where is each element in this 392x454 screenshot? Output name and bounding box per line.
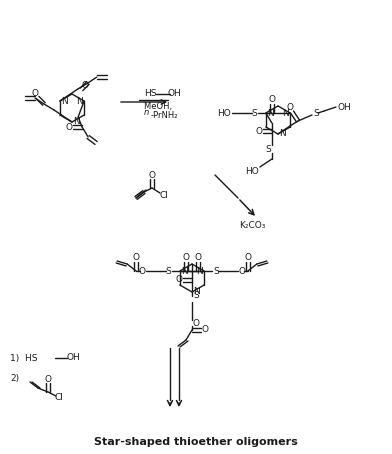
Text: N: N [62,97,68,105]
Text: HS: HS [144,89,156,99]
Text: O: O [192,319,200,327]
Text: O: O [139,266,145,276]
Text: N: N [76,97,82,105]
Text: MeOH,: MeOH, [144,103,175,112]
Text: S: S [165,266,171,276]
Text: S: S [313,109,319,118]
Text: O: O [238,266,245,276]
Text: O: O [81,81,88,90]
Text: O: O [65,123,73,132]
Text: O: O [183,253,190,262]
Text: N: N [74,118,80,127]
Text: O: O [255,127,262,135]
Text: 1)  HS: 1) HS [10,354,38,362]
Text: O: O [176,276,183,285]
Text: N: N [279,129,287,138]
Text: N: N [267,109,274,118]
Text: -PrNH₂: -PrNH₂ [151,110,178,119]
Text: N: N [181,266,188,276]
Text: S: S [251,109,257,118]
Text: O: O [287,104,294,113]
Text: Cl: Cl [54,394,64,403]
Text: HO: HO [245,167,259,176]
Text: S: S [265,145,271,154]
Text: O: O [269,95,276,104]
Text: O: O [149,171,156,179]
Text: N: N [196,266,203,276]
Text: O: O [201,326,209,335]
Text: HO: HO [217,109,231,118]
Text: S: S [193,291,199,301]
Text: 2): 2) [10,374,19,383]
Text: O: O [45,375,51,384]
Text: O: O [31,89,38,98]
Text: N: N [282,109,289,118]
Text: O: O [132,253,140,262]
Text: O: O [194,253,201,262]
Text: OH: OH [66,354,80,362]
Text: n: n [144,108,149,117]
Text: K₂CO₃: K₂CO₃ [239,221,265,230]
Text: N: N [194,287,200,296]
Text: O: O [244,253,251,262]
Text: Star-shaped thioether oligomers: Star-shaped thioether oligomers [94,437,298,447]
Text: OH: OH [337,103,351,112]
Text: S: S [213,266,219,276]
Text: Cl: Cl [160,191,169,199]
Text: OH: OH [167,89,181,99]
